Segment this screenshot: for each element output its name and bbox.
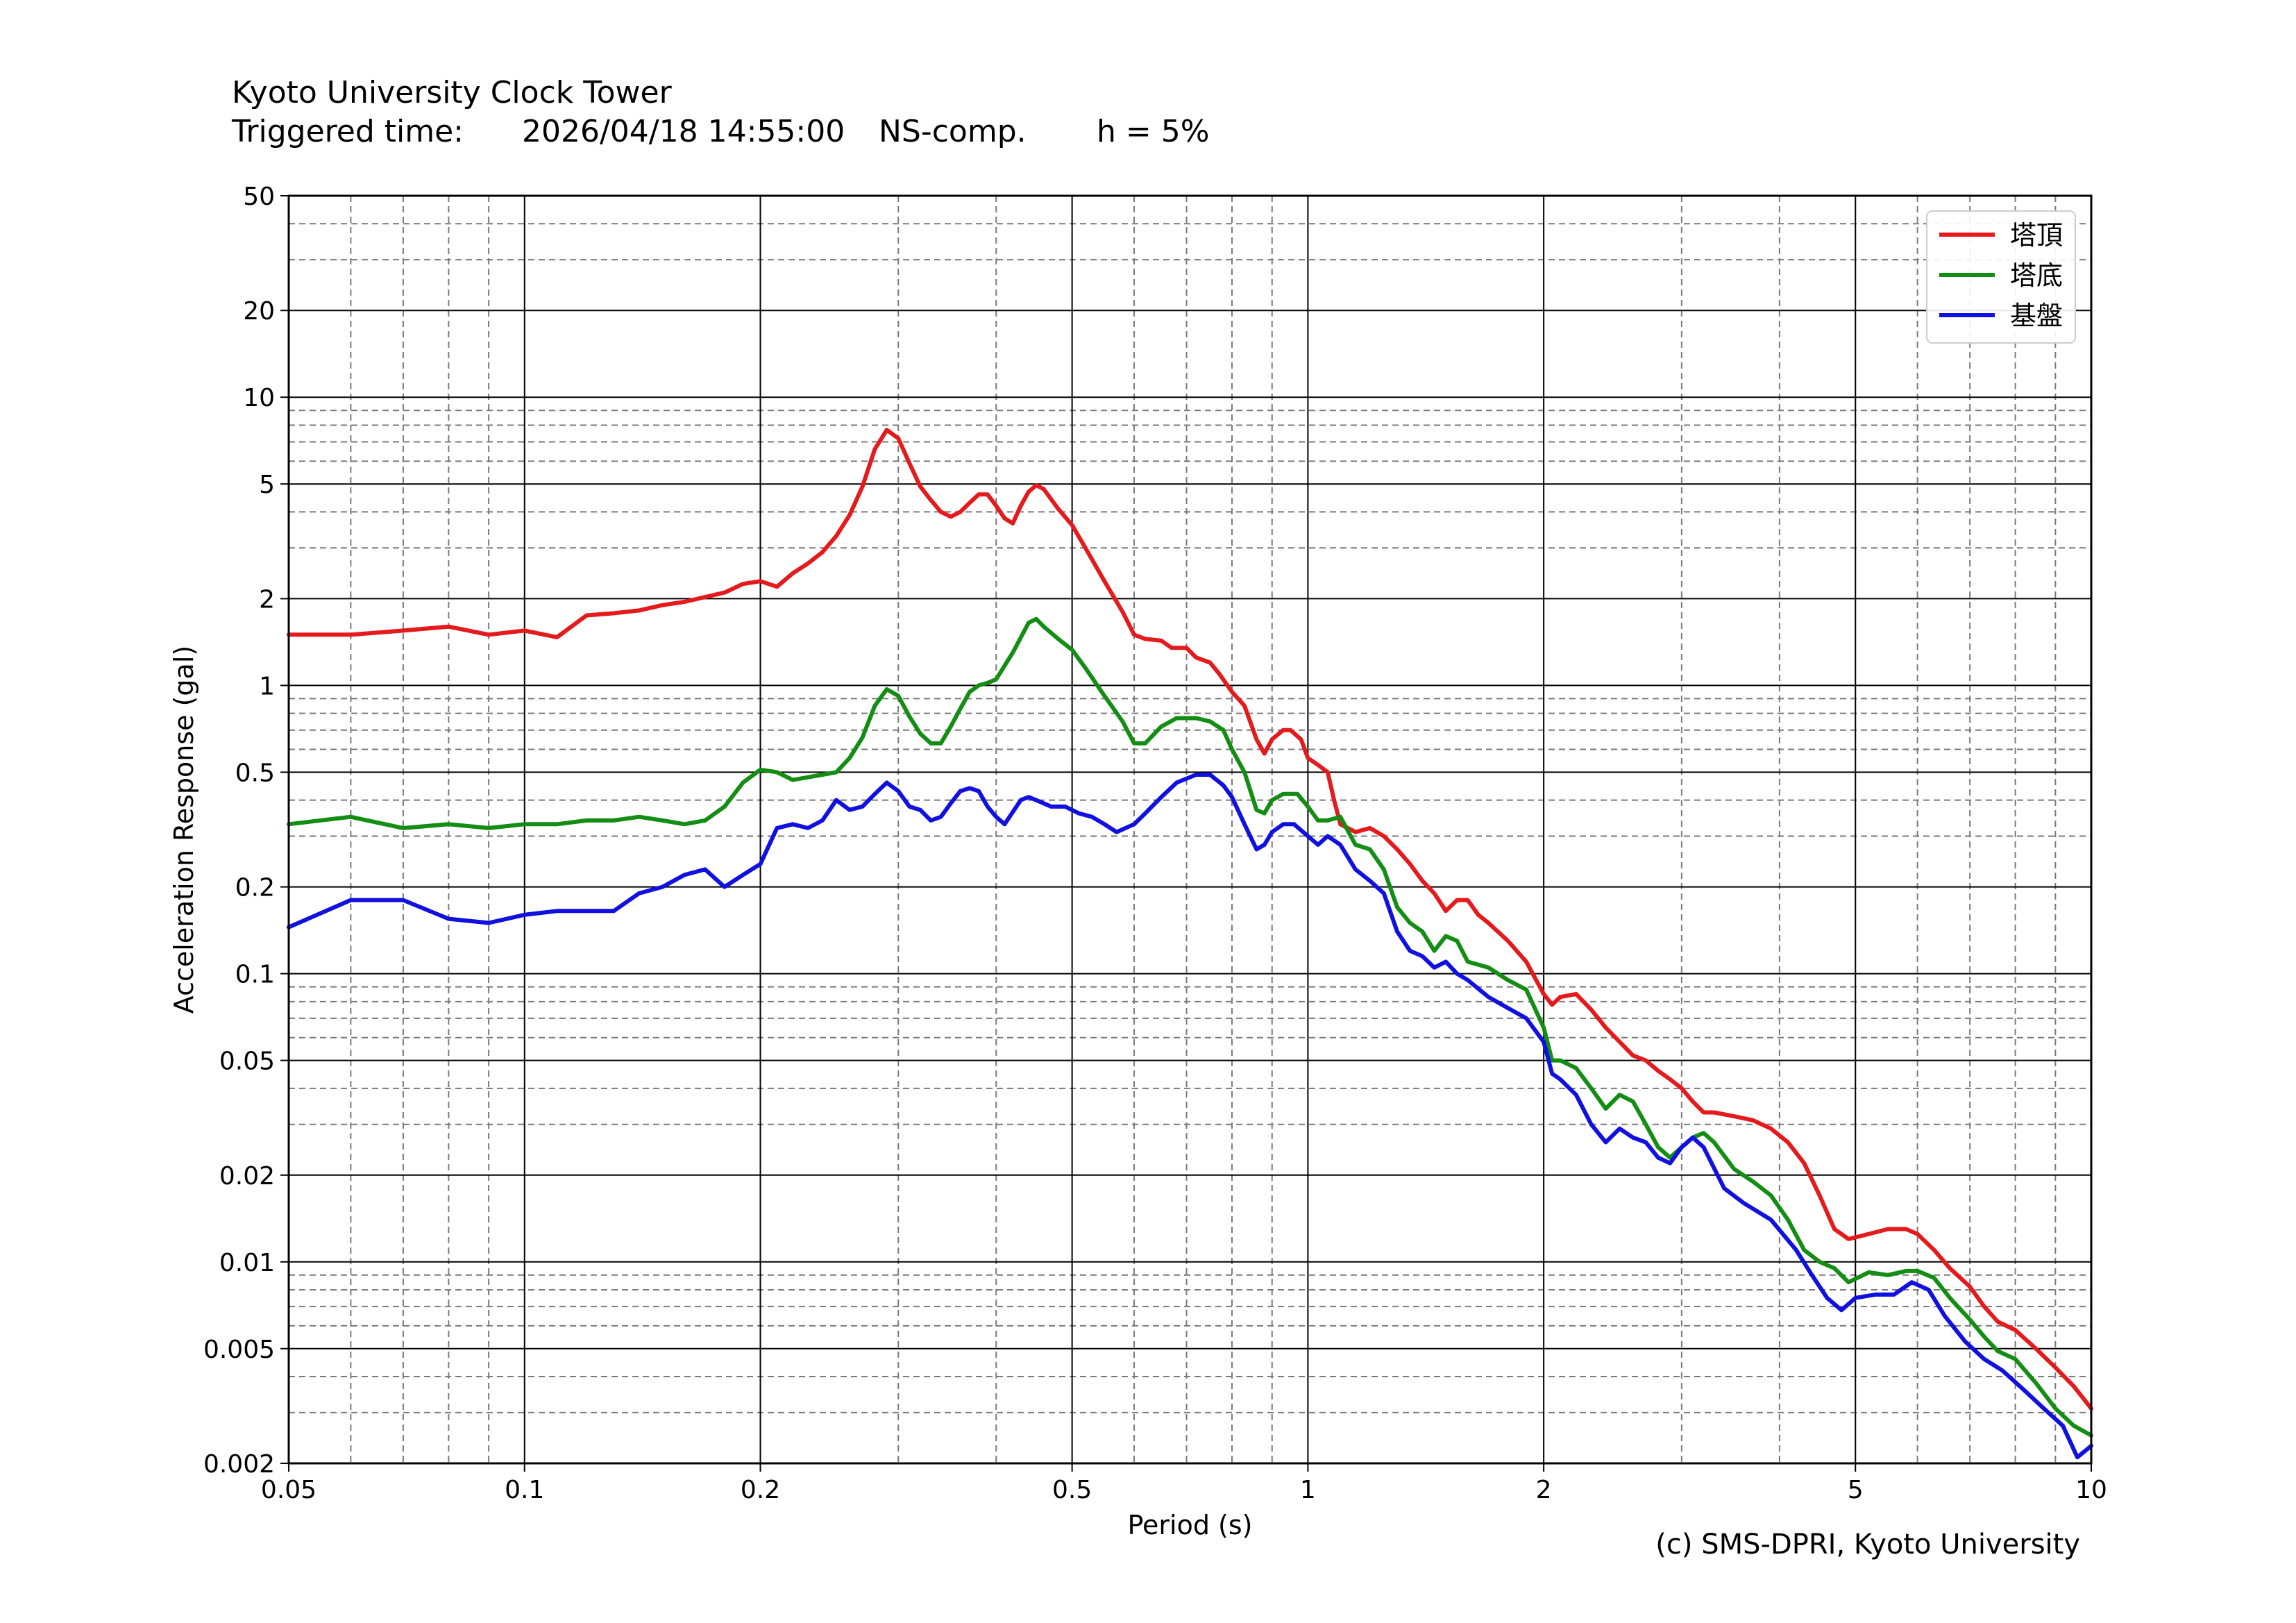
component-label: NS-comp. bbox=[879, 114, 1027, 149]
y-axis-label: Acceleration Response (gal) bbox=[169, 646, 199, 1014]
y-tick-label: 20 bbox=[243, 297, 275, 326]
header-info-row: Triggered time: 2026/04/18 14:55:00 NS-c… bbox=[232, 112, 1210, 151]
triggered-label: Triggered time: bbox=[232, 114, 464, 149]
legend-label-2: 塔底 bbox=[2010, 260, 2063, 291]
x-tick-label: 10 bbox=[2075, 1476, 2107, 1504]
x-tick-label: 0.2 bbox=[741, 1476, 780, 1504]
y-tick-label: 50 bbox=[243, 183, 275, 211]
series-line-2 bbox=[287, 616, 2093, 1438]
x-axis-label: Period (s) bbox=[1127, 1510, 1252, 1540]
triggered-time: 2026/04/18 14:55:00 bbox=[522, 114, 845, 149]
damping-label: h = 5% bbox=[1097, 114, 1210, 149]
y-tick-label: 0.1 bbox=[235, 961, 275, 989]
y-tick-label: 0.002 bbox=[203, 1450, 275, 1479]
x-tick-label: 0.5 bbox=[1052, 1476, 1092, 1504]
y-tick-label: 5 bbox=[259, 471, 275, 499]
series-line-1 bbox=[287, 428, 2093, 1411]
y-tick-label: 0.2 bbox=[235, 874, 275, 902]
series-lines bbox=[287, 428, 2093, 1460]
y-tick-label: 1 bbox=[259, 672, 275, 700]
legend-label-3: 基盤 bbox=[2010, 301, 2063, 331]
credit-text: (c) SMS-DPRI, Kyoto University bbox=[1655, 1529, 2080, 1561]
station-title: Kyoto University Clock Tower bbox=[232, 75, 672, 110]
series-line-3 bbox=[287, 773, 2093, 1460]
legend-label-1: 塔頂 bbox=[2010, 220, 2063, 251]
grid bbox=[288, 195, 2092, 1464]
y-tick-label: 10 bbox=[243, 384, 275, 412]
y-tick-label: 0.5 bbox=[235, 759, 275, 787]
legend-box bbox=[1926, 210, 2076, 344]
y-axis-ticks: 0.002 0.005 0.01 0.02 0.05 0.1 0.2 0.5 1 2 5 10 20 50 bbox=[203, 183, 289, 1479]
x-tick-label: 1 bbox=[1300, 1476, 1316, 1504]
x-tick-label: 5 bbox=[1848, 1476, 1864, 1504]
y-tick-label: 2 bbox=[259, 585, 275, 614]
x-tick-label: 2 bbox=[1536, 1476, 1552, 1504]
x-tick-label: 0.1 bbox=[505, 1476, 544, 1504]
y-tick-label: 0.05 bbox=[219, 1048, 275, 1076]
y-tick-label: 0.02 bbox=[219, 1162, 275, 1191]
x-axis-ticks: 0.05 0.1 0.2 0.5 1 2 5 10 bbox=[261, 1463, 2107, 1504]
plot-frame bbox=[287, 194, 2093, 1465]
y-tick-label: 0.005 bbox=[203, 1336, 275, 1364]
x-tick-label: 0.05 bbox=[261, 1476, 316, 1504]
chart-header: Kyoto University Clock Tower Triggered t… bbox=[232, 74, 1210, 151]
y-tick-label: 0.01 bbox=[219, 1249, 275, 1277]
